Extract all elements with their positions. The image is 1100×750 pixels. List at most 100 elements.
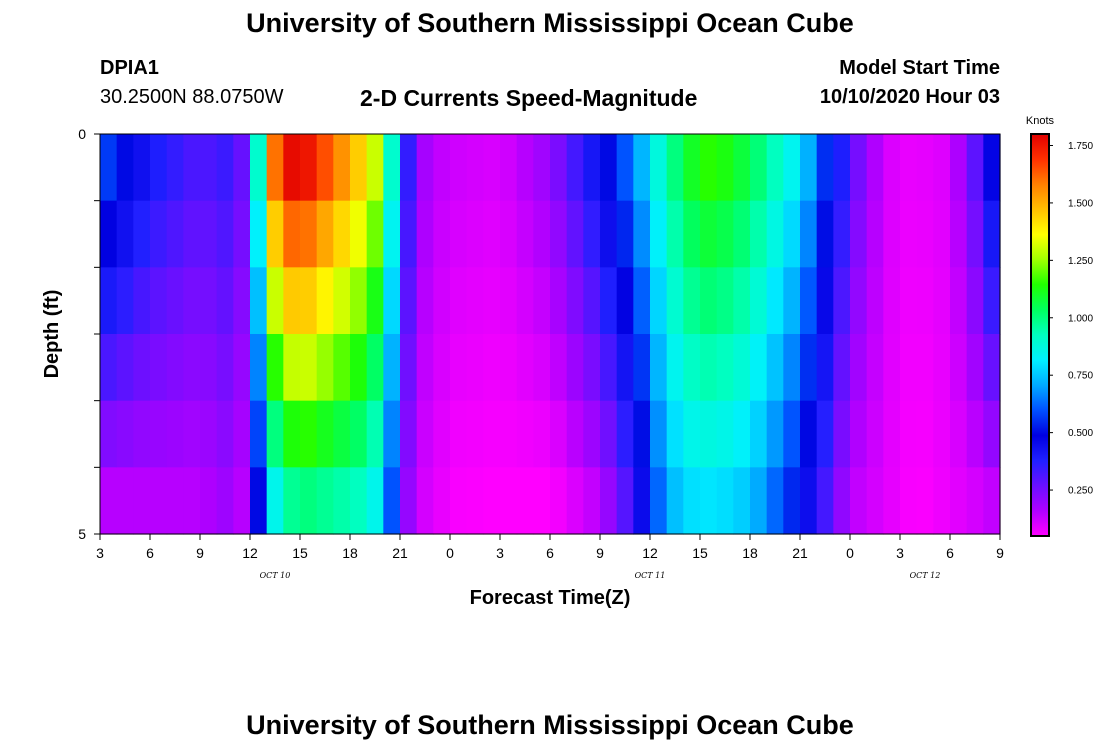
heatmap-cell: [350, 401, 367, 468]
heatmap-cell: [133, 267, 150, 334]
heatmap-cell: [567, 201, 584, 268]
heatmap-cell: [967, 334, 984, 401]
heatmap-cell: [900, 334, 917, 401]
heatmap-cell: [417, 334, 434, 401]
heatmap-cell: [817, 267, 834, 334]
heatmap-cell: [617, 401, 634, 468]
colorbar-tick-label: 0.500: [1068, 428, 1093, 439]
heatmap-cell: [133, 334, 150, 401]
heatmap-cell: [200, 334, 217, 401]
heatmap-cell: [400, 467, 417, 534]
x-axis-title: Forecast Time(Z): [470, 587, 631, 609]
heatmap-cell: [600, 401, 617, 468]
heatmap-cell: [217, 467, 234, 534]
heatmap-cell: [317, 201, 334, 268]
heatmap-cell: [783, 134, 800, 201]
heatmap-cell: [200, 134, 217, 201]
heatmap-cell: [517, 134, 534, 201]
heatmap-cell: [950, 134, 967, 201]
heatmap-cell: [667, 334, 684, 401]
heatmap-cell: [467, 201, 484, 268]
heatmap-cell: [600, 467, 617, 534]
x-tick-label: 3: [496, 545, 504, 561]
heatmap-cell: [233, 334, 250, 401]
heatmap-cell: [167, 467, 184, 534]
heatmap-cell: [550, 134, 567, 201]
heatmap-cell: [417, 401, 434, 468]
heatmap-cell: [200, 201, 217, 268]
heatmap-cell: [383, 334, 400, 401]
heatmap-cell: [583, 267, 600, 334]
heatmap-cell: [550, 467, 567, 534]
heatmap-cell: [900, 201, 917, 268]
heatmap-cell: [117, 267, 134, 334]
heatmap-cell: [383, 267, 400, 334]
heatmap-cell: [600, 201, 617, 268]
heatmap-cell: [767, 334, 784, 401]
heatmap-cell: [650, 334, 667, 401]
heatmap-cell: [617, 467, 634, 534]
heatmap-cell: [983, 134, 1000, 201]
heatmap-cell: [950, 334, 967, 401]
heatmap-cell: [567, 467, 584, 534]
heatmap-cell: [550, 401, 567, 468]
heatmap-cell: [450, 467, 467, 534]
heatmap-cell: [533, 401, 550, 468]
heatmap-cell: [917, 467, 934, 534]
heatmap-cell: [767, 267, 784, 334]
heatmap-cell: [633, 267, 650, 334]
x-tick-label: 15: [292, 545, 308, 561]
x-tick-label: 18: [742, 545, 758, 561]
heatmap-cell: [917, 201, 934, 268]
heatmap-cell: [450, 134, 467, 201]
heatmap-cell: [683, 467, 700, 534]
heatmap-cell: [283, 467, 300, 534]
heatmap-cell: [100, 201, 117, 268]
heatmap-cell: [683, 134, 700, 201]
colorbar-tick-label: 1.750: [1068, 141, 1093, 152]
heatmap-cell: [817, 334, 834, 401]
heatmap-cell: [367, 467, 384, 534]
heatmap-cell: [550, 334, 567, 401]
heatmap-cell: [983, 201, 1000, 268]
heatmap-cell: [900, 401, 917, 468]
heatmap-cell: [467, 134, 484, 201]
heatmap-cell: [683, 267, 700, 334]
heatmap-cell: [350, 134, 367, 201]
heatmap-cell: [233, 401, 250, 468]
heatmap-cell: [183, 467, 200, 534]
heatmap-cell: [717, 134, 734, 201]
x-tick-label: 3: [96, 545, 104, 561]
heatmap-cell: [800, 267, 817, 334]
heatmap-cell: [317, 401, 334, 468]
heatmap-cell: [967, 201, 984, 268]
colorbar-tick-label: 1.000: [1068, 313, 1093, 324]
heatmap-cell: [267, 334, 284, 401]
heatmap-cell: [167, 134, 184, 201]
heatmap-cell: [183, 267, 200, 334]
heatmap-cell: [650, 401, 667, 468]
heatmap-cell: [800, 201, 817, 268]
heatmap-cell: [717, 401, 734, 468]
heatmap-cell: [333, 334, 350, 401]
heatmap-cell: [850, 401, 867, 468]
heatmap-cell: [500, 267, 517, 334]
heatmap-cell: [817, 201, 834, 268]
heatmap-cell: [683, 334, 700, 401]
heatmap-cell: [467, 467, 484, 534]
heatmap-cell: [517, 201, 534, 268]
heatmap-cell: [283, 334, 300, 401]
heatmap-cell: [150, 267, 167, 334]
heatmap-cell: [350, 467, 367, 534]
heatmap-cell: [700, 401, 717, 468]
heatmap-cell: [400, 401, 417, 468]
heatmap-cell: [483, 267, 500, 334]
heatmap-cell: [133, 134, 150, 201]
heatmap-cell: [267, 134, 284, 201]
heatmap-cell: [800, 134, 817, 201]
heatmap-cell: [967, 267, 984, 334]
heatmap-cell: [967, 134, 984, 201]
heatmap-cell: [533, 467, 550, 534]
heatmap-cell: [633, 201, 650, 268]
heatmap-cell: [183, 134, 200, 201]
